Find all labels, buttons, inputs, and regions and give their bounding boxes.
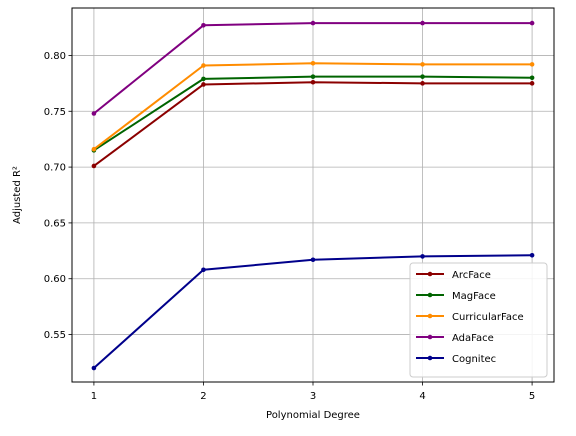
- x-axis-label: Polynomial Degree: [266, 410, 360, 421]
- y-tick-label: 0.75: [44, 107, 66, 118]
- legend-swatch-marker: [427, 355, 433, 361]
- legend-label: AdaFace: [452, 333, 494, 344]
- x-tick-label: 1: [91, 391, 97, 402]
- series-cognitec: [91, 252, 535, 371]
- data-point: [420, 74, 425, 79]
- y-axis-label: Adjusted R²: [12, 166, 23, 224]
- x-axis-ticks: 1 2 3 4 5: [91, 382, 535, 402]
- y-tick-label: 0.70: [44, 163, 66, 174]
- x-tick-label: 2: [200, 391, 206, 402]
- data-point: [310, 20, 316, 26]
- data-point: [201, 76, 206, 82]
- legend-label: Cognitec: [452, 354, 496, 365]
- legend-label: MagFace: [452, 291, 496, 302]
- data-point: [91, 163, 97, 169]
- data-point: [91, 146, 97, 152]
- legend-box: [409, 262, 548, 378]
- grid: [72, 8, 554, 382]
- y-tick-label: 0.55: [44, 330, 66, 341]
- series-curricularface: [91, 60, 535, 152]
- legend-label: CurricularFace: [452, 312, 524, 323]
- data-point: [310, 74, 316, 79]
- data-point: [529, 75, 535, 81]
- data-point: [420, 62, 425, 67]
- legend-item: ArcFace: [416, 270, 491, 281]
- data-point: [529, 252, 535, 258]
- legend-swatch-marker: [427, 313, 433, 319]
- y-tick-label: 0.80: [44, 51, 66, 62]
- data-point: [201, 267, 206, 273]
- series-arcface: [91, 79, 535, 169]
- data-point: [529, 62, 535, 67]
- legend-swatch-marker: [427, 271, 433, 277]
- data-point: [529, 20, 535, 26]
- data-point: [201, 63, 206, 68]
- data-point: [310, 79, 316, 85]
- legend-item: MagFace: [416, 291, 496, 302]
- data-point: [529, 81, 535, 86]
- x-tick-label: 5: [529, 391, 535, 402]
- x-tick-label: 4: [419, 391, 425, 402]
- legend-label: ArcFace: [452, 270, 491, 281]
- legend: ArcFace MagFace CurricularFace AdaFace Cogni…: [409, 262, 548, 378]
- legend-item: AdaFace: [416, 333, 494, 344]
- y-tick-label: 0.60: [44, 274, 66, 285]
- data-point: [310, 257, 316, 263]
- legend-item: CurricularFace: [416, 312, 524, 323]
- data-point: [420, 254, 425, 259]
- series-adaface: [91, 20, 535, 116]
- data-point: [420, 20, 425, 26]
- series-lines: [91, 20, 535, 371]
- legend-item: Cognitec: [416, 354, 496, 365]
- legend-swatch-marker: [427, 334, 433, 340]
- legend-swatch-marker: [427, 292, 433, 298]
- x-tick-label: 3: [310, 391, 316, 402]
- data-point: [201, 23, 206, 28]
- data-point: [91, 365, 97, 371]
- data-point: [420, 81, 425, 86]
- y-axis-ticks: 0.55 0.60 0.65 0.70 0.75 0.80: [44, 51, 72, 341]
- data-point: [201, 82, 206, 87]
- y-tick-label: 0.65: [44, 218, 66, 229]
- data-point: [310, 60, 316, 66]
- data-point: [91, 111, 97, 116]
